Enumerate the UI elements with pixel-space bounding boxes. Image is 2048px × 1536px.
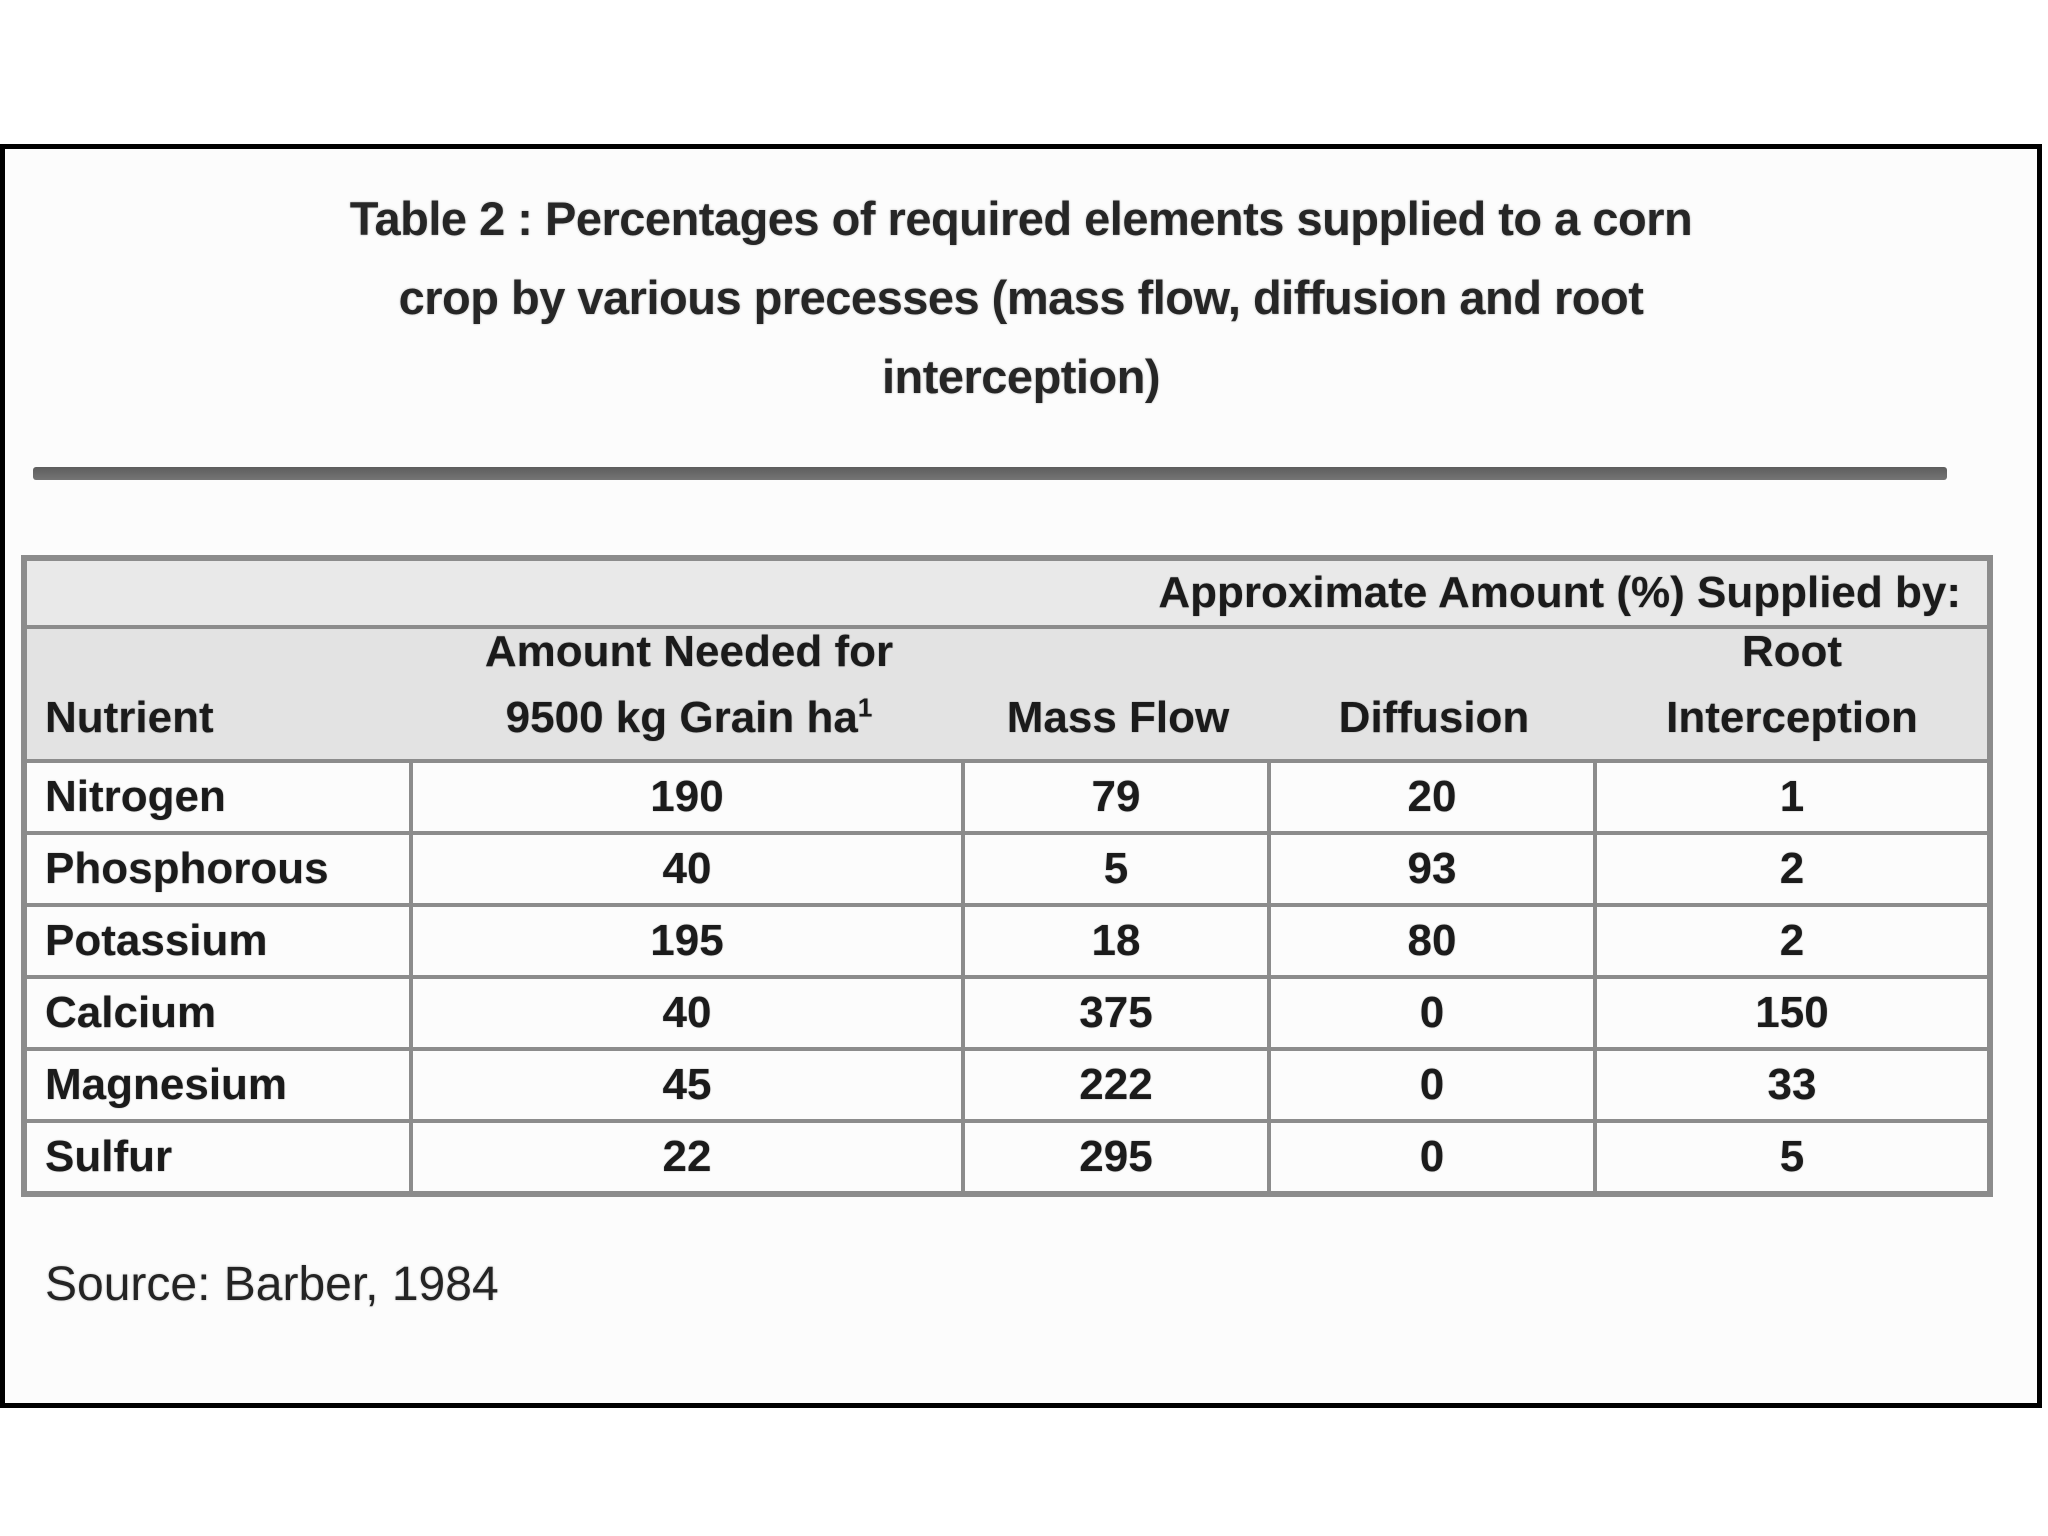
header-diffusion: Diffusion xyxy=(1271,629,1597,759)
cell-root-interception: 33 xyxy=(1597,1051,1987,1119)
title-line-1: Table 2 : Percentages of required elemen… xyxy=(349,192,1693,245)
cell-mass-flow: 222 xyxy=(965,1051,1267,1119)
cell-nutrient: Phosphorous xyxy=(27,835,409,903)
title-line-3: interception) xyxy=(881,350,1161,403)
cell-nutrient: Potassium xyxy=(27,907,409,975)
header-mass-flow: Mass Flow xyxy=(965,629,1271,759)
header-mass-flow-label: Mass Flow xyxy=(1006,693,1230,742)
cell-mass-flow: 375 xyxy=(965,979,1267,1047)
cell-diffusion: 0 xyxy=(1271,979,1593,1047)
header-amount-line2: 9500 kg Grain ha1 xyxy=(506,685,873,751)
cell-amount: 190 xyxy=(413,763,961,831)
cell-amount: 22 xyxy=(413,1123,961,1191)
cell-amount: 45 xyxy=(413,1051,961,1119)
cell-mass-flow: 5 xyxy=(965,835,1267,903)
document-frame: Table 2 : Percentages of required elemen… xyxy=(0,144,2042,1408)
cell-diffusion: 0 xyxy=(1271,1051,1593,1119)
cell-mass-flow: 18 xyxy=(965,907,1267,975)
source-note: Source: Barber, 1984 xyxy=(45,1258,499,1311)
header-nutrient-label: Nutrient xyxy=(45,693,214,742)
horizontal-rule xyxy=(33,467,1947,480)
cell-root-interception: 1 xyxy=(1597,763,1987,831)
cell-root-interception: 150 xyxy=(1597,979,1987,1047)
header-amount-needed: Amount Needed for 9500 kg Grain ha1 xyxy=(413,627,965,759)
cell-mass-flow: 295 xyxy=(965,1123,1267,1191)
table-column-headers: Nutrient Amount Needed for 9500 kg Grain… xyxy=(27,627,1987,759)
cell-diffusion: 93 xyxy=(1271,835,1593,903)
header-amount-line1: Amount Needed for xyxy=(484,627,894,676)
cell-root-interception: 5 xyxy=(1597,1123,1987,1191)
table-span-header: Approximate Amount (%) Supplied by: xyxy=(27,561,1987,625)
cell-nutrient: Calcium xyxy=(27,979,409,1047)
cell-diffusion: 0 xyxy=(1271,1123,1593,1191)
title-line-2: crop by various precesses (mass flow, di… xyxy=(398,271,1644,324)
cell-diffusion: 20 xyxy=(1271,763,1593,831)
cell-root-interception: 2 xyxy=(1597,907,1987,975)
cell-amount: 40 xyxy=(413,835,961,903)
cell-diffusion: 80 xyxy=(1271,907,1593,975)
header-amount-superscript: 1 xyxy=(857,692,873,723)
nutrient-table: Approximate Amount (%) Supplied by: Nutr… xyxy=(21,555,1993,1197)
span-header-label: Approximate Amount (%) Supplied by: xyxy=(1158,568,1961,617)
cell-amount: 40 xyxy=(413,979,961,1047)
cell-nutrient: Magnesium xyxy=(27,1051,409,1119)
cell-root-interception: 2 xyxy=(1597,835,1987,903)
header-root-interception: Root Interception xyxy=(1597,627,1987,759)
table-title: Table 2 : Percentages of required elemen… xyxy=(5,179,2037,416)
header-diffusion-label: Diffusion xyxy=(1338,693,1530,742)
header-root-line1: Root xyxy=(1741,627,1843,676)
cell-mass-flow: 79 xyxy=(965,763,1267,831)
header-amount-unit: 9500 kg Grain ha xyxy=(505,693,858,742)
header-nutrient: Nutrient xyxy=(27,629,413,759)
header-root-line2: Interception xyxy=(1666,693,1918,742)
cell-amount: 195 xyxy=(413,907,961,975)
cell-nutrient: Sulfur xyxy=(27,1123,409,1191)
cell-nutrient: Nitrogen xyxy=(27,763,409,831)
